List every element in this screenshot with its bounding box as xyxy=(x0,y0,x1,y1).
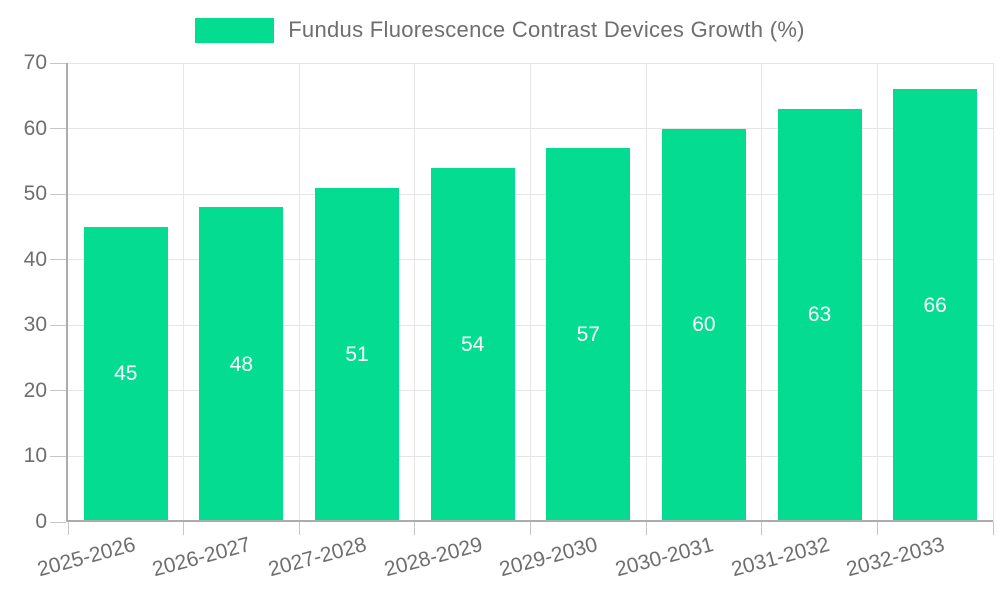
x-tick xyxy=(876,522,878,535)
gridline-v xyxy=(530,63,531,522)
y-tick xyxy=(50,390,66,392)
y-tick-label: 40 xyxy=(23,247,47,271)
bar[interactable]: 45 xyxy=(83,226,168,522)
gridline-v xyxy=(298,63,300,522)
y-tick-label: 10 xyxy=(23,444,47,468)
bar-value-label: 66 xyxy=(923,293,947,317)
x-tick xyxy=(645,522,647,535)
bar-value-label: 54 xyxy=(461,332,485,356)
bar-value-label: 51 xyxy=(345,342,369,366)
y-tick-label: 50 xyxy=(23,182,47,206)
gridline-v xyxy=(992,63,994,522)
legend-swatch-icon xyxy=(195,17,275,43)
y-tick xyxy=(50,324,66,326)
x-tick xyxy=(67,522,69,535)
bar[interactable]: 51 xyxy=(315,187,400,522)
chart-legend[interactable]: Fundus Fluorescence Contrast Devices Gro… xyxy=(0,15,1000,45)
bar[interactable]: 63 xyxy=(777,108,862,522)
legend-label: Fundus Fluorescence Contrast Devices Gro… xyxy=(288,17,805,42)
gridline-v xyxy=(645,63,647,522)
bar-value-label: 57 xyxy=(576,323,600,347)
x-tick xyxy=(298,522,300,535)
gridline-v xyxy=(876,63,878,522)
x-tick xyxy=(530,522,531,535)
y-tick xyxy=(50,193,66,195)
y-tick xyxy=(50,128,66,130)
y-tick xyxy=(50,62,66,64)
bar-value-label: 45 xyxy=(114,362,138,386)
x-tick xyxy=(992,522,994,535)
bar[interactable]: 60 xyxy=(661,128,746,522)
y-tick-label: 60 xyxy=(23,116,47,140)
bar-value-label: 63 xyxy=(807,303,832,327)
y-tick-label: 30 xyxy=(23,313,47,337)
y-tick-label: 70 xyxy=(23,51,47,74)
y-tick-label: 0 xyxy=(35,510,47,533)
y-tick xyxy=(50,521,66,523)
plot-area: 45 48 51 54 57 60 63 66 xyxy=(68,62,994,522)
gridline-v xyxy=(414,63,416,522)
bar[interactable]: 48 xyxy=(199,207,284,522)
bar[interactable]: 66 xyxy=(893,89,978,522)
y-axis-line xyxy=(66,63,68,522)
y-tick-label: 20 xyxy=(23,378,47,402)
bar[interactable]: 54 xyxy=(430,167,515,522)
x-tick xyxy=(183,522,185,535)
gridline-v xyxy=(761,63,763,522)
x-axis-line xyxy=(66,520,993,522)
x-tick xyxy=(761,522,763,535)
y-tick xyxy=(50,259,66,261)
bar-value-label: 48 xyxy=(229,352,254,376)
gridline-v xyxy=(183,63,185,522)
bar-value-label: 60 xyxy=(692,313,716,337)
bar[interactable]: 57 xyxy=(546,148,631,522)
y-tick xyxy=(50,455,66,457)
x-tick xyxy=(414,522,416,535)
